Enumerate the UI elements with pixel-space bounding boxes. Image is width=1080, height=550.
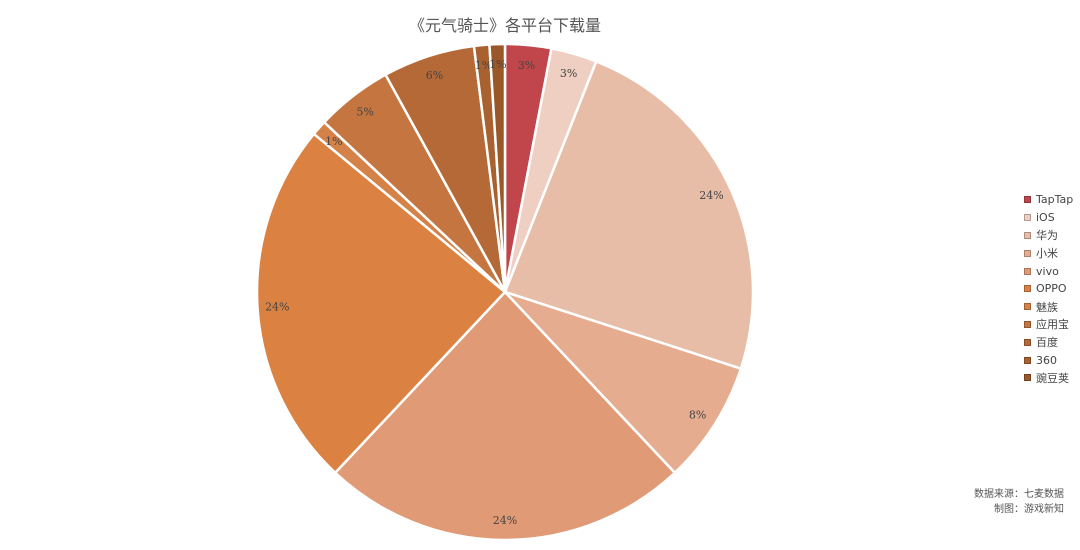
- slice-label-4: 24%: [493, 514, 517, 527]
- legend-label: 小米: [1036, 247, 1058, 261]
- legend-label: iOS: [1036, 211, 1055, 225]
- legend-swatch: [1024, 267, 1031, 275]
- legend-swatch: [1024, 374, 1031, 382]
- legend-swatch: [1024, 196, 1031, 204]
- legend-item: OPPO: [1024, 280, 1080, 298]
- slice-label-1: 3%: [560, 67, 577, 80]
- data-source-text: 数据来源：七麦数据: [974, 489, 1064, 500]
- legend-swatch: [1024, 249, 1031, 257]
- slice-label-9: 1%: [475, 59, 492, 72]
- made-by-text: 制图：游戏新知: [994, 504, 1064, 515]
- legend-label: vivo: [1036, 264, 1059, 278]
- pie-slice-10: [488, 42, 507, 294]
- legend-item: 豌豆荚: [1024, 369, 1080, 387]
- legend-item: vivo: [1024, 262, 1080, 280]
- legend-swatch: [1024, 285, 1031, 293]
- legend-label: OPPO: [1036, 282, 1067, 296]
- legend-item: 百度: [1024, 333, 1080, 351]
- pie-slice-3: [503, 290, 743, 475]
- slice-label-5: 24%: [265, 300, 289, 313]
- legend-label: 360: [1036, 353, 1057, 367]
- legend-swatch: [1024, 320, 1031, 328]
- slice-label-3: 8%: [689, 408, 706, 421]
- source-note: 数据来源：七麦数据 制图：游戏新知: [974, 487, 1064, 517]
- pie-slice-4: [333, 290, 677, 542]
- legend-item: 360: [1024, 351, 1080, 369]
- legend-label: 百度: [1036, 336, 1058, 350]
- legend-label: 豌豆荚: [1036, 371, 1069, 385]
- slice-label-6: 1%: [325, 135, 342, 148]
- legend: TapTap iOS 华为小米 vivo OPPO 魅族应用宝百度 360 豌豆荚: [1024, 191, 1080, 387]
- legend-item: 小米: [1024, 244, 1080, 262]
- pie-slice-2: [503, 60, 755, 370]
- legend-swatch: [1024, 231, 1031, 239]
- legend-swatch: [1024, 356, 1031, 364]
- slice-label-7: 5%: [356, 106, 373, 119]
- legend-item: 应用宝: [1024, 316, 1080, 334]
- slice-label-10: 1%: [489, 58, 506, 71]
- legend-label: TapTap: [1036, 193, 1074, 207]
- legend-item: 华为: [1024, 227, 1080, 245]
- slice-label-0: 3%: [518, 59, 535, 72]
- slice-label-8: 6%: [426, 69, 443, 82]
- pie-chart: 3%3%24%8%24%24%1%5%6%1%1%: [255, 42, 755, 542]
- legend-swatch: [1024, 338, 1031, 346]
- legend-item: TapTap: [1024, 191, 1080, 209]
- legend-item: 魅族: [1024, 298, 1080, 316]
- pie-slice-5: [255, 132, 507, 475]
- legend-label: 华为: [1036, 229, 1058, 243]
- legend-swatch: [1024, 303, 1031, 311]
- legend-label: 魅族: [1036, 300, 1058, 314]
- slice-label-2: 24%: [699, 189, 723, 202]
- legend-item: iOS: [1024, 209, 1080, 227]
- chart-title: 《元气骑士》各平台下载量: [408, 16, 601, 35]
- legend-label: 应用宝: [1036, 318, 1069, 332]
- legend-swatch: [1024, 214, 1031, 222]
